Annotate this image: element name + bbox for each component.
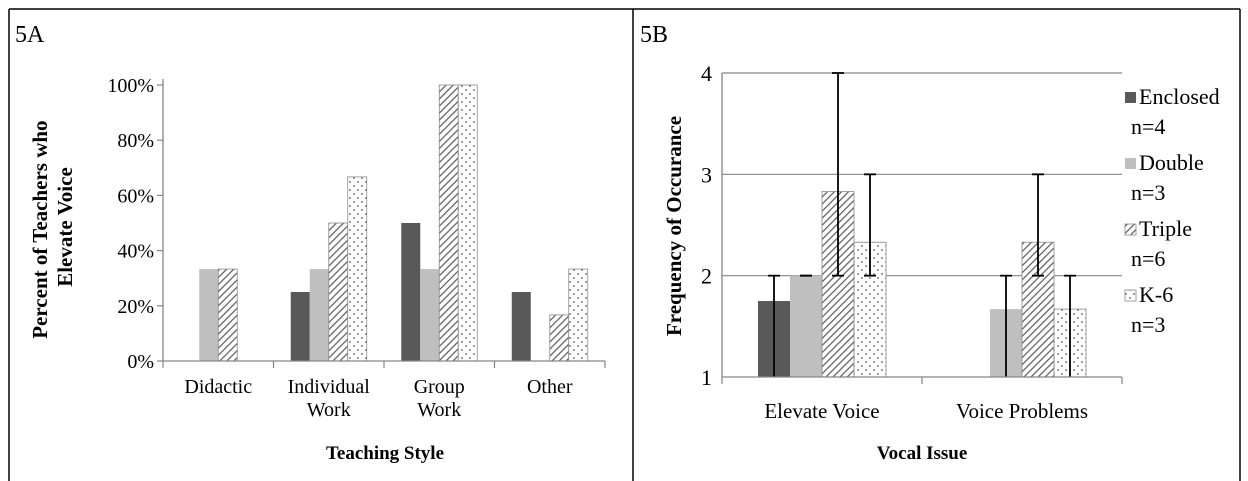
legend-swatch <box>1125 158 1136 169</box>
x-axis-title-5b: Vocal Issue <box>877 443 968 464</box>
y-tick-label: 100% <box>107 75 154 97</box>
legend-sample-size: n=6 <box>1131 246 1165 271</box>
x-tick-label: Work <box>307 399 351 421</box>
x-axis-title-5a: Teaching Style <box>326 443 444 464</box>
bar <box>790 275 822 377</box>
legend-label: Triple <box>1139 216 1192 241</box>
legend-label: Double <box>1139 150 1204 175</box>
x-tick-label: Individual <box>288 376 371 398</box>
x-tick-label: Other <box>527 376 573 398</box>
y-tick-label: 80% <box>117 130 154 152</box>
error-bars-5b <box>768 72 1076 377</box>
x-tick-label: Voice Problems <box>956 399 1088 423</box>
bar <box>401 223 421 361</box>
chart-panel-5a: 5A Percent of Teachers who Elevate Voice… <box>15 22 606 464</box>
x-tick-label: Didactic <box>184 376 252 398</box>
bar <box>568 268 589 362</box>
bar <box>290 292 310 361</box>
y-tick-label: 20% <box>117 296 154 318</box>
y-tick-label: 40% <box>117 241 154 263</box>
panel-label-5b: 5B <box>640 22 668 48</box>
legend-sample-size: n=3 <box>1131 312 1165 337</box>
y-tick-label: 0% <box>127 351 154 373</box>
x-tick-label: Group <box>414 376 465 398</box>
axes-5b <box>721 73 1123 384</box>
x-tick-label: Work <box>417 399 461 421</box>
y-tick-label: 60% <box>117 185 154 207</box>
bar <box>457 84 478 362</box>
bars-5b <box>758 191 1087 378</box>
y-axis-title-line-1: Percent of Teachers who <box>28 120 52 338</box>
legend-sample-size: n=3 <box>1131 180 1165 205</box>
y-tick-label: 4 <box>701 61 712 86</box>
y-tick-label: 2 <box>701 264 712 289</box>
bar <box>347 176 368 362</box>
x-axis-labels-5b: Elevate Voice Voice Problems <box>764 399 1088 423</box>
bar <box>511 292 531 361</box>
y-axis-title-line-2: Elevate Voice <box>53 167 77 287</box>
legend-swatch <box>1124 289 1137 302</box>
panel-borders <box>8 8 1241 481</box>
y-axis-title-5b: Frequency of Occurance <box>662 116 686 336</box>
bar <box>217 268 238 362</box>
legend-label: K-6 <box>1139 282 1173 307</box>
chart-panel-5b: 5B Frequency of Occurance 1 2 3 4 Elevate V… <box>640 22 1220 464</box>
legend-sample-size: n=4 <box>1131 114 1165 139</box>
y-tick-label: 3 <box>701 162 712 187</box>
legend-5b: Enclosed n=4 Double n=3 Triple n=6 K-6 n=3 <box>1124 84 1220 337</box>
y-tick-label: 1 <box>701 365 712 390</box>
bar <box>420 269 440 361</box>
bar <box>309 269 329 361</box>
bar <box>549 314 570 362</box>
y-axis-ticks-5b: 1 2 3 4 <box>701 61 712 390</box>
legend-swatch <box>1125 92 1136 103</box>
x-tick-label: Elevate Voice <box>764 399 879 423</box>
legend-label: Enclosed <box>1139 84 1220 109</box>
axes-5a <box>162 79 606 368</box>
y-axis-ticks-5a: 0% 20% 40% 60% 80% 100% <box>107 75 163 373</box>
bar <box>199 269 219 361</box>
panel-label-5a: 5A <box>15 22 45 48</box>
y-axis-title-5a: Percent of Teachers who Elevate Voice <box>28 115 77 339</box>
bars-5a <box>199 84 589 362</box>
gridlines-5b <box>722 72 1122 277</box>
bar <box>328 222 349 362</box>
legend-swatch <box>1124 223 1137 236</box>
bar <box>438 84 459 362</box>
